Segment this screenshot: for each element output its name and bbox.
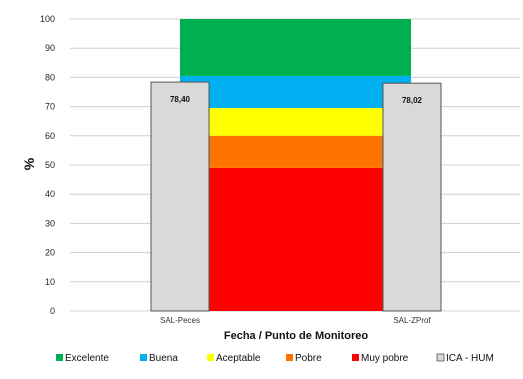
bars: 78,40 78,02 <box>150 81 442 312</box>
legend-label: Muy pobre <box>361 353 409 364</box>
y-tick-label: 70 <box>45 102 55 112</box>
x-tick-label: SAL-ZProf <box>393 316 431 325</box>
quality-bands <box>180 19 411 311</box>
x-axis-title: Fecha / Punto de Monitoreo <box>224 330 369 342</box>
legend-swatch <box>140 354 147 361</box>
x-category-labels: SAL-Peces SAL-ZProf <box>160 316 431 325</box>
y-tick-labels: 0 10 20 30 40 50 60 70 80 90 100 <box>40 14 55 316</box>
legend-label: ICA - HUM <box>446 353 494 364</box>
y-tick-label: 40 <box>45 189 55 199</box>
y-tick-label: 10 <box>45 277 55 287</box>
y-tick-label: 50 <box>45 160 55 170</box>
band-pobre <box>180 135 411 168</box>
legend-swatch <box>352 354 359 361</box>
legend-label: Aceptable <box>216 353 261 364</box>
band-excelente <box>180 19 411 76</box>
y-tick-label: 0 <box>50 306 55 316</box>
band-aceptable <box>180 108 411 136</box>
bar-sal-zprof <box>382 82 442 312</box>
legend-label: Buena <box>149 353 178 364</box>
y-tick-label: 30 <box>45 218 55 228</box>
legend-swatch <box>286 354 293 361</box>
data-label: 78,40 <box>170 95 191 104</box>
x-tick-label: SAL-Peces <box>160 316 200 325</box>
y-tick-label: 60 <box>45 131 55 141</box>
legend-label: Excelente <box>65 353 109 364</box>
y-tick-label: 20 <box>45 248 55 258</box>
y-tick-label: 80 <box>45 72 55 82</box>
data-label: 78,02 <box>402 96 423 105</box>
legend: Excelente Buena Aceptable Pobre Muy pobre ICA… <box>56 353 494 364</box>
band-muy-pobre <box>180 167 411 311</box>
band-buena <box>180 75 411 109</box>
y-axis-title: % <box>21 157 37 170</box>
legend-swatch <box>207 354 214 361</box>
bar-sal-peces <box>150 81 210 312</box>
legend-label: Pobre <box>295 353 322 364</box>
legend-swatch <box>436 353 445 362</box>
legend-swatch <box>56 354 63 361</box>
y-tick-label: 90 <box>45 43 55 53</box>
y-tick-label: 100 <box>40 14 55 24</box>
